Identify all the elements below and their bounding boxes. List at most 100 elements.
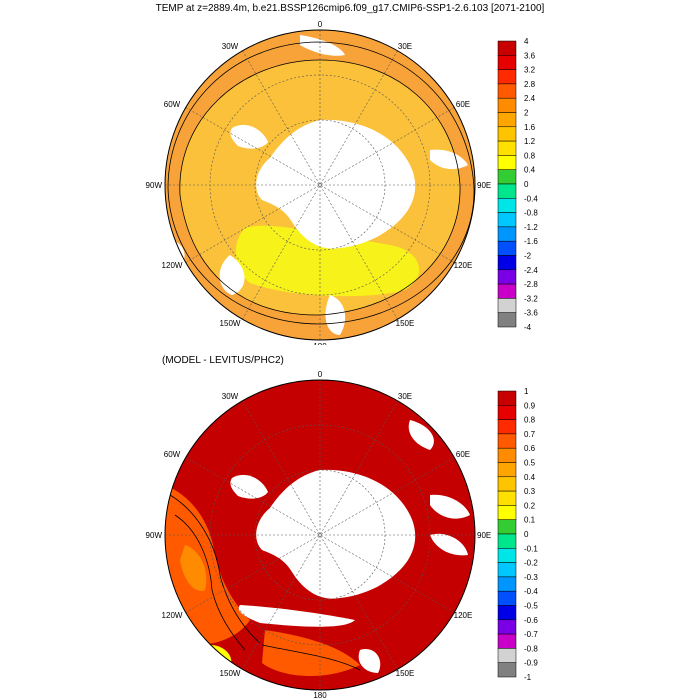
lon-label-90w: 90W <box>146 531 163 540</box>
colorbar-swatch <box>497 533 517 549</box>
colorbar-label: 0.9 <box>524 401 536 410</box>
colorbar-swatch <box>497 433 517 449</box>
colorbar-label: 3.6 <box>524 51 536 60</box>
colorbar-swatch <box>497 240 517 256</box>
colorbar-label: -3.6 <box>524 309 538 318</box>
colorbar-swatch <box>497 283 517 299</box>
colorbar-swatch <box>497 255 517 271</box>
colorbar-swatch <box>497 476 517 492</box>
colorbar-swatch <box>497 519 517 535</box>
colorbar-swatch <box>497 619 517 635</box>
contour-line <box>169 494 261 644</box>
colorbar-swatch <box>497 490 517 506</box>
plot-subtitle: (MODEL - LEVITUS/PHC2) <box>162 355 284 366</box>
colorbar-label: -0.2 <box>524 559 538 568</box>
colorbar-label: -0.6 <box>524 616 538 625</box>
colorbar-swatch <box>497 126 517 142</box>
peninsula-land <box>230 124 268 149</box>
colorbar-label: -0.8 <box>524 209 538 218</box>
warm-anomaly-region <box>180 545 207 591</box>
colorbar-swatch <box>497 505 517 520</box>
colorbar-swatch <box>497 198 517 213</box>
colorbar-label: 3.2 <box>524 66 536 75</box>
masked-region <box>430 533 468 556</box>
lon-label-90e: 90E <box>477 181 491 190</box>
colorbar-swatch <box>497 548 517 563</box>
lon-label-0: 0 <box>318 20 323 29</box>
lon-label-60w: 60W <box>164 450 181 459</box>
colorbar-swatch <box>497 183 517 199</box>
colorbar-swatch <box>497 155 517 170</box>
lon-label-120w: 120W <box>162 261 183 270</box>
lon-label-120e: 120E <box>454 261 473 270</box>
bottom-panel: 0 30E 60E 90E 120E 150E 180 150W 120W 90… <box>0 345 700 700</box>
colorbar-label: -0.8 <box>524 644 538 653</box>
lon-label-60e: 60E <box>456 100 470 109</box>
map-boundary <box>164 29 476 341</box>
colorbar-swatch <box>497 40 517 56</box>
lon-label-30e: 30E <box>398 392 412 401</box>
top-colorbar: 4 3.6 3.2 2.8 2.4 2 1.6 1.2 0.8 0.4 0 -0.4 -0.8 -1.2 -… <box>497 37 538 332</box>
top-polar-map: 0 30E 60E 90E 120E 150E 180 150W 120W 90… <box>146 20 539 345</box>
masked-region <box>358 649 381 673</box>
colorbar-label: 0.4 <box>524 473 536 482</box>
lon-label-180: 180 <box>313 342 327 345</box>
colorbar-label: -0.7 <box>524 630 538 639</box>
warm-anomaly-region <box>262 630 360 677</box>
colorbar-label: 0 <box>524 530 529 539</box>
masked-region <box>325 295 346 335</box>
colorbar-swatch <box>497 576 517 592</box>
colorbar-label: 2.8 <box>524 80 536 89</box>
colorbar-swatch <box>497 298 517 313</box>
lon-label-90w: 90W <box>146 181 163 190</box>
colorbar-swatch <box>497 405 517 420</box>
colorbar-label: 0.4 <box>524 166 536 175</box>
colorbar-label: 0.3 <box>524 487 536 496</box>
colorbar-label: 0.1 <box>524 516 536 525</box>
lon-label-180: 180 <box>313 691 327 700</box>
colorbar-swatch <box>497 390 517 406</box>
map-boundary <box>164 379 476 691</box>
colorbar-label: -0.1 <box>524 544 538 553</box>
colorbar-swatch <box>497 97 517 113</box>
masked-region <box>430 149 468 170</box>
colorbar-swatch <box>497 112 517 128</box>
masked-region <box>300 35 345 56</box>
colorbar-swatch <box>497 169 517 185</box>
masked-region <box>238 605 355 627</box>
colorbar-swatch <box>497 419 517 435</box>
bottom-colorbar: 1 0.9 0.8 0.7 0.6 0.5 0.4 0.3 0.2 0.1 0 -0.1 -0.2 -0.… <box>497 387 538 682</box>
lon-label-30w: 30W <box>222 42 239 51</box>
lon-label-150e: 150E <box>396 319 415 328</box>
plot-title: TEMP at z=2889.4m, b.e21.BSSP126cmip6.f0… <box>155 3 545 14</box>
colorbar-label: -1.6 <box>524 237 538 246</box>
masked-region <box>430 494 470 519</box>
colorbar-swatch <box>497 83 517 99</box>
lon-label-30e: 30E <box>398 42 412 51</box>
colorbar-label: -2.8 <box>524 280 538 289</box>
colorbar-label: 1.2 <box>524 137 536 146</box>
colorbar-swatch <box>497 633 517 649</box>
antarctica-land <box>256 469 416 599</box>
colorbar-label: -0.5 <box>524 602 538 611</box>
colorbar-label: 1.6 <box>524 123 536 132</box>
colorbar-swatch <box>497 312 517 328</box>
lon-label-60w: 60W <box>164 100 181 109</box>
colorbar-label: 4 <box>524 37 529 46</box>
colorbar-label: -4 <box>524 323 532 332</box>
colorbar-label: 0.7 <box>524 430 536 439</box>
lon-label-150e: 150E <box>396 669 415 678</box>
colorbar-label: -2.4 <box>524 266 538 275</box>
colorbar-swatch <box>497 605 517 621</box>
cold-patch <box>235 225 420 297</box>
colorbar-swatch <box>497 590 517 606</box>
colorbar-label: 2 <box>524 109 529 118</box>
colorbar-label: 0.5 <box>524 459 536 468</box>
colorbar-swatch <box>497 69 517 85</box>
bottom-polar-map: 0 30E 60E 90E 120E 150E 180 150W 120W 90… <box>146 370 539 700</box>
colorbar-label: 0.2 <box>524 501 536 510</box>
lon-label-90e: 90E <box>477 531 491 540</box>
colorbar-swatch <box>497 269 517 285</box>
colorbar-label: 0 <box>524 180 529 189</box>
colorbar-label: -2 <box>524 252 532 261</box>
